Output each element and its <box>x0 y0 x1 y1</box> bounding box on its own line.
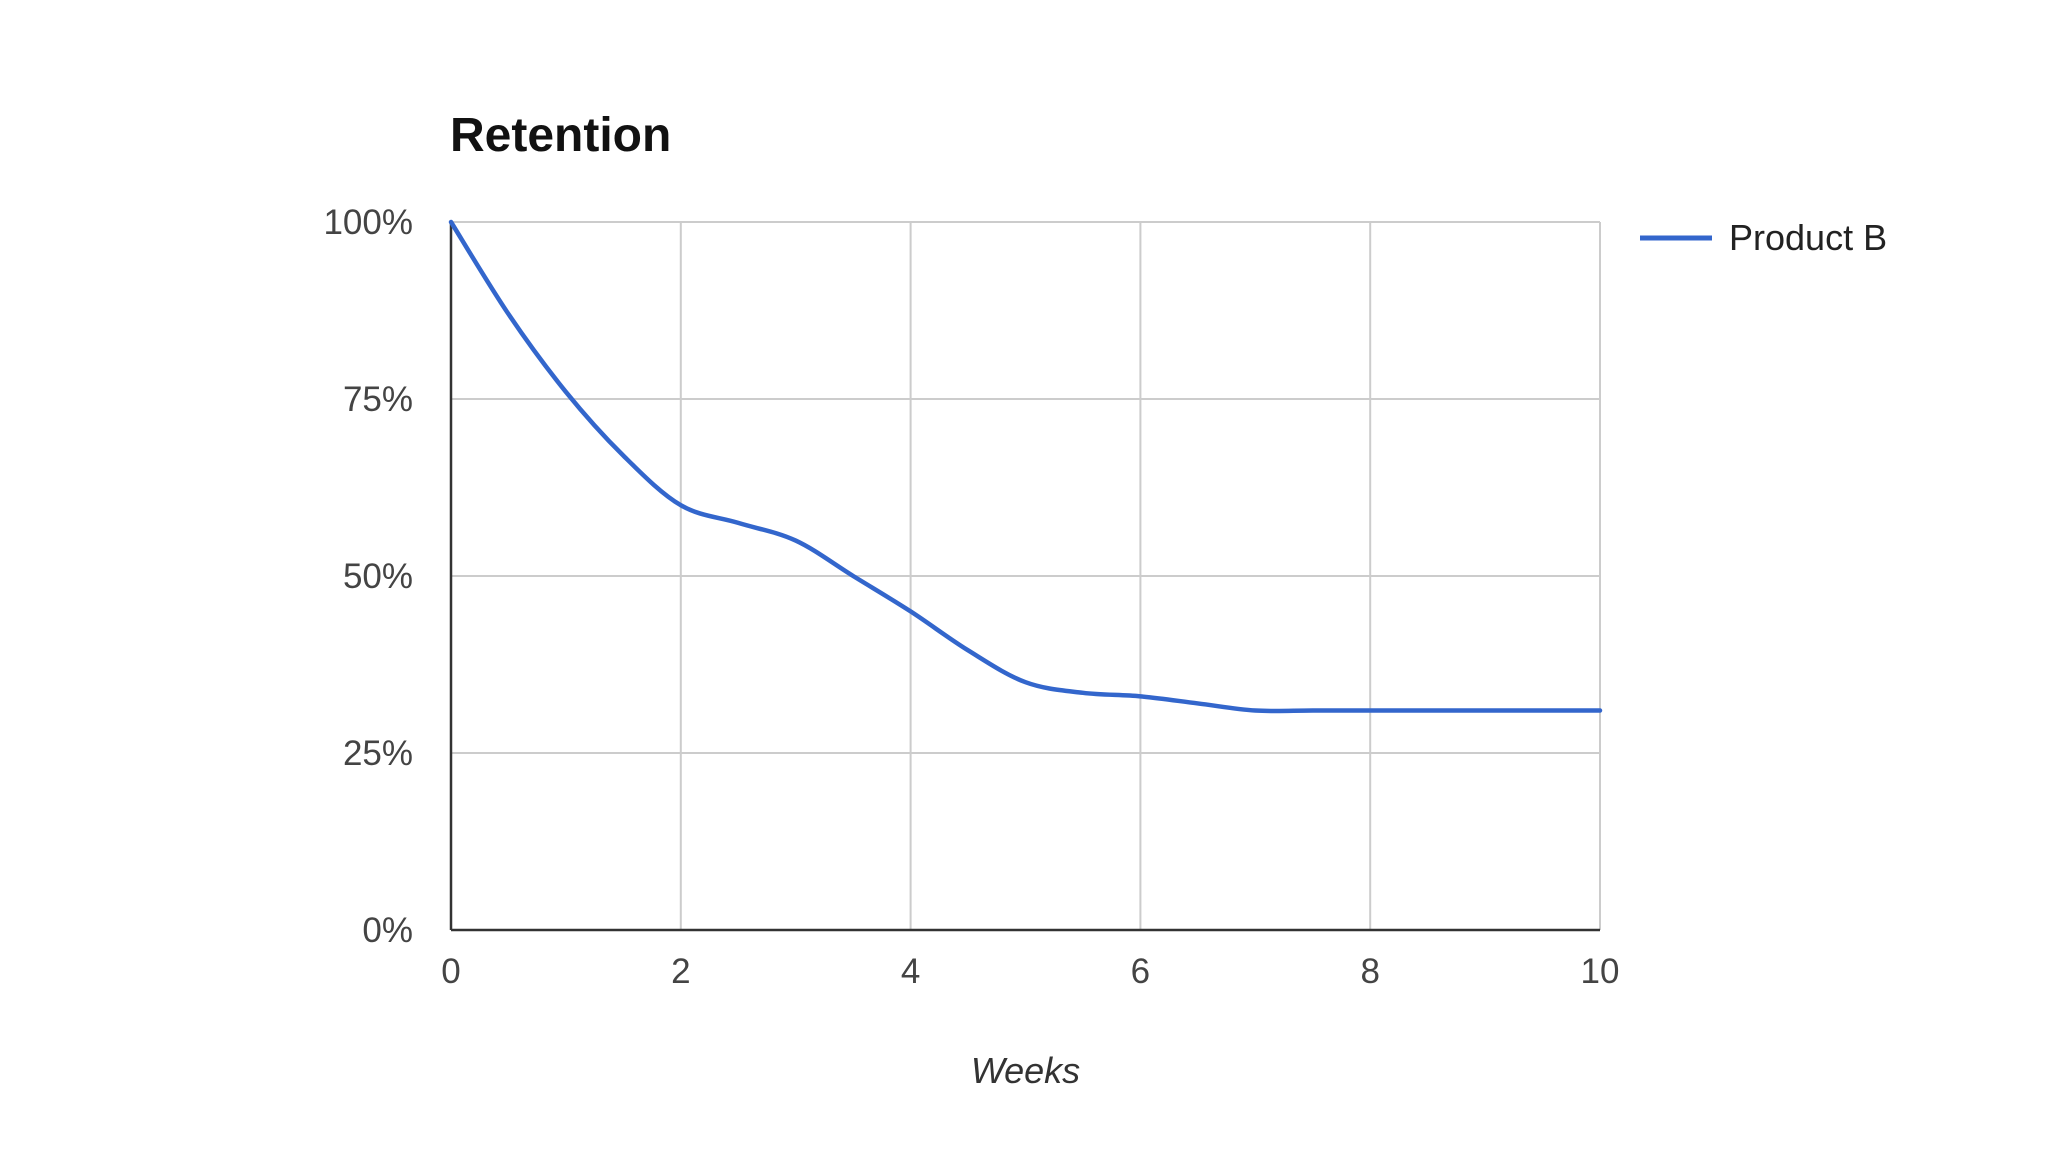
x-tick-label-8: 8 <box>1360 952 1379 991</box>
label-layer: 0% 25% 50% 75% 100% 0 2 4 6 8 10 <box>323 203 1619 991</box>
y-tick-label-25: 25% <box>343 734 413 773</box>
series-line-product-b <box>448 219 1603 714</box>
legend: Product B <box>1640 217 1887 258</box>
y-tick-label-50: 50% <box>343 557 413 596</box>
x-tick-label-2: 2 <box>671 952 690 991</box>
legend-label-product-b: Product B <box>1729 217 1887 258</box>
series-layer <box>448 219 1603 714</box>
grid-layer <box>451 221 1601 930</box>
x-tick-label-0: 0 <box>441 952 460 991</box>
y-tick-label-75: 75% <box>343 380 413 419</box>
x-tick-label-6: 6 <box>1131 952 1150 991</box>
x-axis-title: Weeks <box>971 1050 1080 1091</box>
y-tick-label-100: 100% <box>323 203 413 242</box>
chart-title: Retention <box>450 109 672 162</box>
x-tick-label-10: 10 <box>1581 952 1620 991</box>
x-tick-label-4: 4 <box>901 952 920 991</box>
y-tick-label-0: 0% <box>362 911 413 950</box>
axis-layer <box>449 222 1600 932</box>
